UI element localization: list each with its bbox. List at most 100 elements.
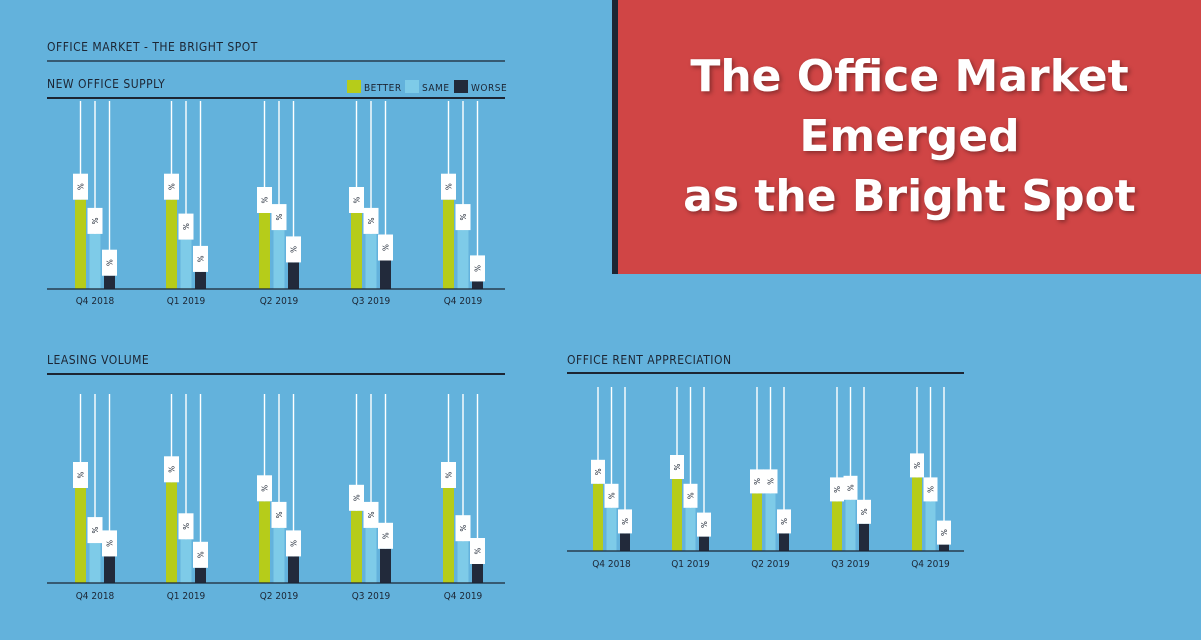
value-tag-label: % bbox=[196, 255, 205, 262]
category-label: Q4 2019 bbox=[911, 559, 950, 570]
value-tag bbox=[102, 530, 117, 557]
bar-worse bbox=[472, 564, 483, 583]
category-label: Q3 2019 bbox=[352, 591, 391, 602]
value-tag-label: % bbox=[289, 246, 298, 253]
value-tag-label: % bbox=[76, 472, 85, 479]
value-tag bbox=[73, 173, 88, 200]
value-tag bbox=[102, 249, 117, 276]
bar-worse bbox=[195, 567, 206, 583]
legend-label-worse: WORSE bbox=[471, 83, 507, 94]
bar-better bbox=[75, 488, 86, 583]
value-tag bbox=[257, 475, 272, 502]
value-tag-label: % bbox=[752, 478, 761, 485]
value-tag-label: % bbox=[352, 494, 361, 501]
bar-better bbox=[912, 477, 922, 551]
value-tag-label: % bbox=[832, 486, 841, 493]
value-tag bbox=[193, 541, 208, 568]
legend-swatch-worse bbox=[454, 80, 468, 93]
value-tag bbox=[618, 509, 632, 534]
bar-same bbox=[89, 543, 101, 583]
value-tag-label: % bbox=[444, 183, 453, 190]
bar-worse bbox=[288, 556, 299, 583]
value-tag bbox=[683, 483, 698, 508]
value-tag bbox=[843, 475, 858, 500]
bar-same bbox=[606, 507, 617, 551]
value-tag-label: % bbox=[274, 214, 283, 221]
value-tag-label: % bbox=[352, 197, 361, 204]
value-tag bbox=[193, 245, 208, 272]
bar-same bbox=[365, 233, 377, 289]
value-tag-label: % bbox=[473, 548, 482, 555]
value-tag bbox=[937, 520, 951, 545]
bar-worse bbox=[939, 544, 949, 551]
value-tag-label: % bbox=[260, 485, 269, 492]
category-label: Q4 2018 bbox=[76, 591, 115, 602]
value-tag bbox=[830, 477, 844, 502]
value-tag bbox=[910, 453, 924, 478]
value-tag bbox=[763, 469, 778, 494]
value-tag-label: % bbox=[912, 462, 921, 469]
value-tag bbox=[164, 456, 179, 483]
value-tag bbox=[378, 234, 393, 261]
headline: The Office Market Emerged as the Bright … bbox=[683, 47, 1136, 227]
bar-better bbox=[259, 501, 270, 583]
value-tag bbox=[363, 501, 379, 528]
bar-better bbox=[443, 488, 454, 583]
value-tag-label: % bbox=[458, 214, 467, 221]
chart-title-3: OFFICE RENT APPRECIATION bbox=[567, 353, 732, 367]
category-label: Q4 2019 bbox=[444, 296, 483, 307]
value-tag-label: % bbox=[859, 508, 868, 515]
value-tag-label: % bbox=[473, 265, 482, 272]
value-tag bbox=[670, 455, 684, 479]
legend-label-same: SAME bbox=[422, 83, 450, 94]
bar-worse bbox=[859, 523, 869, 551]
section-heading: OFFICE MARKET - THE BRIGHT SPOT bbox=[47, 40, 258, 54]
legend-swatch-same bbox=[405, 80, 419, 93]
bar-better bbox=[351, 510, 362, 583]
value-tag-label: % bbox=[381, 244, 390, 251]
bar-better bbox=[832, 501, 842, 551]
value-tag-label: % bbox=[926, 486, 935, 493]
bar-worse bbox=[195, 271, 206, 289]
bar-worse bbox=[380, 260, 391, 289]
headline-line-2: Emerged bbox=[799, 111, 1020, 162]
bar-same bbox=[180, 539, 192, 583]
category-label: Q3 2019 bbox=[831, 559, 870, 570]
bar-same bbox=[365, 527, 377, 583]
value-tag bbox=[363, 207, 379, 234]
chart-title-2: LEASING VOLUME bbox=[47, 353, 149, 367]
value-tag bbox=[87, 517, 103, 544]
bar-worse bbox=[104, 556, 115, 583]
bar-worse bbox=[699, 536, 709, 551]
bar-same bbox=[457, 541, 469, 583]
bar-better bbox=[166, 482, 177, 583]
value-tag bbox=[591, 459, 605, 484]
bar-worse bbox=[472, 281, 483, 289]
value-tag-label: % bbox=[766, 478, 775, 485]
value-tag-label: % bbox=[444, 472, 453, 479]
value-tag-label: % bbox=[274, 511, 283, 518]
category-label: Q4 2018 bbox=[76, 296, 115, 307]
value-tag bbox=[441, 173, 456, 200]
value-tag bbox=[697, 512, 711, 537]
category-label: Q4 2019 bbox=[444, 591, 483, 602]
value-tag-label: % bbox=[181, 523, 190, 530]
value-tag bbox=[923, 477, 938, 502]
bar-worse bbox=[380, 548, 391, 583]
value-tag-label: % bbox=[90, 527, 99, 534]
value-tag-label: % bbox=[76, 183, 85, 190]
category-label: Q3 2019 bbox=[352, 296, 391, 307]
value-tag-label: % bbox=[366, 511, 375, 518]
bar-better bbox=[752, 493, 762, 551]
value-tag bbox=[470, 255, 485, 282]
value-tag-label: % bbox=[260, 197, 269, 204]
value-tag-label: % bbox=[686, 492, 695, 499]
bar-worse bbox=[288, 262, 299, 289]
bar-better bbox=[259, 213, 270, 289]
value-tag bbox=[441, 462, 456, 488]
bar-better bbox=[672, 479, 682, 551]
value-tag-label: % bbox=[939, 529, 948, 536]
value-tag bbox=[378, 522, 393, 549]
value-tag-label: % bbox=[620, 518, 629, 525]
bar-same bbox=[685, 507, 696, 551]
